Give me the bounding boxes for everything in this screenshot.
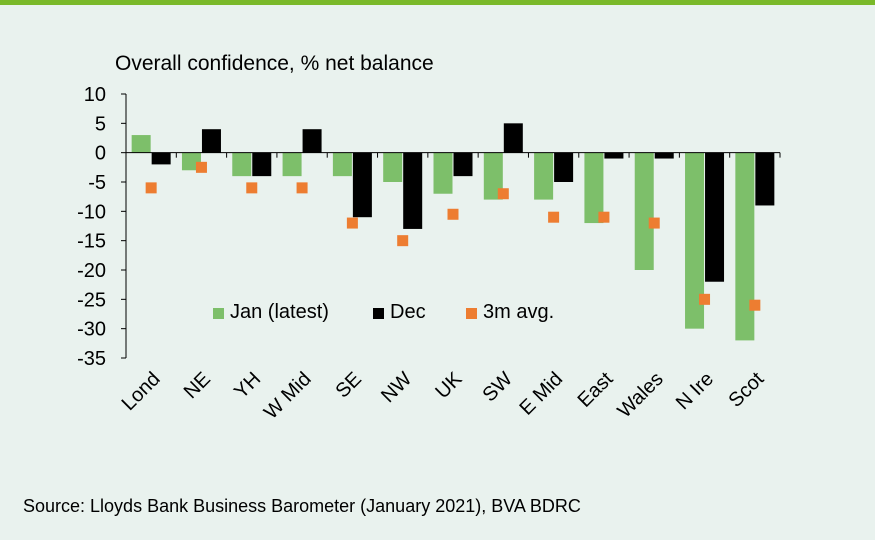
bar-jan (534, 152, 554, 200)
y-tick-label: -35 (77, 348, 106, 370)
marker-3m-avg (447, 208, 459, 220)
legend-swatch (373, 308, 384, 319)
source-note: Source: Lloyds Bank Business Barometer (… (23, 496, 581, 516)
bar-dec (705, 152, 725, 282)
bar-dec (201, 129, 221, 153)
bar-dec (554, 152, 574, 182)
bar-dec (403, 152, 423, 229)
marker-3m-avg (195, 161, 207, 173)
marker-3m-avg (296, 182, 308, 194)
bar-jan (685, 152, 705, 329)
x-category-label: Lond (118, 368, 165, 415)
x-category-label: UK (431, 368, 467, 404)
legend-swatch (213, 308, 224, 319)
bar-jan (634, 152, 654, 270)
x-category-label: East (574, 368, 618, 412)
bar-jan (383, 152, 403, 182)
bar-jan (131, 135, 151, 153)
legend-swatch (466, 308, 477, 319)
y-tick-label: -15 (77, 231, 106, 253)
marker-3m-avg (749, 299, 761, 311)
marker-3m-avg (497, 188, 509, 200)
x-category-label: Wales (613, 368, 667, 422)
x-category-label: NW (377, 368, 416, 407)
y-tick-label: 0 (95, 143, 106, 165)
bar-dec (654, 152, 674, 159)
bar-dec (503, 123, 523, 153)
x-category-label: Scot (725, 368, 769, 412)
bar-dec (453, 152, 473, 177)
top-accent-rule (0, 0, 875, 5)
bar-jan (584, 152, 604, 224)
bar-jan (282, 152, 302, 177)
y-tick-label: -5 (88, 172, 106, 194)
marker-3m-avg (648, 217, 660, 229)
marker-3m-avg (548, 211, 560, 223)
x-category-label: NE (180, 368, 215, 403)
bar-dec (252, 152, 272, 177)
y-tick-label: -10 (77, 201, 106, 223)
chart-title: Overall confidence, % net balance (115, 52, 434, 75)
marker-3m-avg (699, 293, 711, 305)
x-category-label: SE (331, 368, 365, 402)
y-tick-label: -20 (77, 260, 106, 282)
bar-jan (232, 152, 252, 177)
x-category-label: E Mid (515, 368, 567, 420)
marker-3m-avg (397, 235, 409, 247)
marker-3m-avg (145, 182, 157, 194)
marker-3m-avg (246, 182, 258, 194)
bar-jan (433, 152, 453, 194)
legend-label: 3m avg. (483, 301, 554, 323)
bar-dec (352, 152, 372, 218)
legend-label: Dec (390, 301, 426, 323)
x-category-label: SW (479, 368, 517, 406)
y-tick-label: 10 (84, 84, 106, 106)
bar-dec (604, 152, 624, 159)
x-category-label: N Ire (672, 368, 718, 414)
marker-3m-avg (598, 211, 610, 223)
y-tick-label: -30 (77, 319, 106, 341)
y-tick-label: 5 (95, 113, 106, 135)
bar-dec (302, 129, 322, 153)
x-category-label: W Mid (260, 368, 316, 424)
bar-jan (332, 152, 352, 177)
bar-dec (755, 152, 775, 206)
bar-jan (735, 152, 755, 341)
y-tick-label: -25 (77, 289, 106, 311)
bar-jan (483, 152, 503, 200)
x-category-label: YH (230, 368, 265, 403)
bar-dec (151, 152, 171, 165)
marker-3m-avg (346, 217, 358, 229)
legend-label: Jan (latest) (230, 301, 329, 323)
